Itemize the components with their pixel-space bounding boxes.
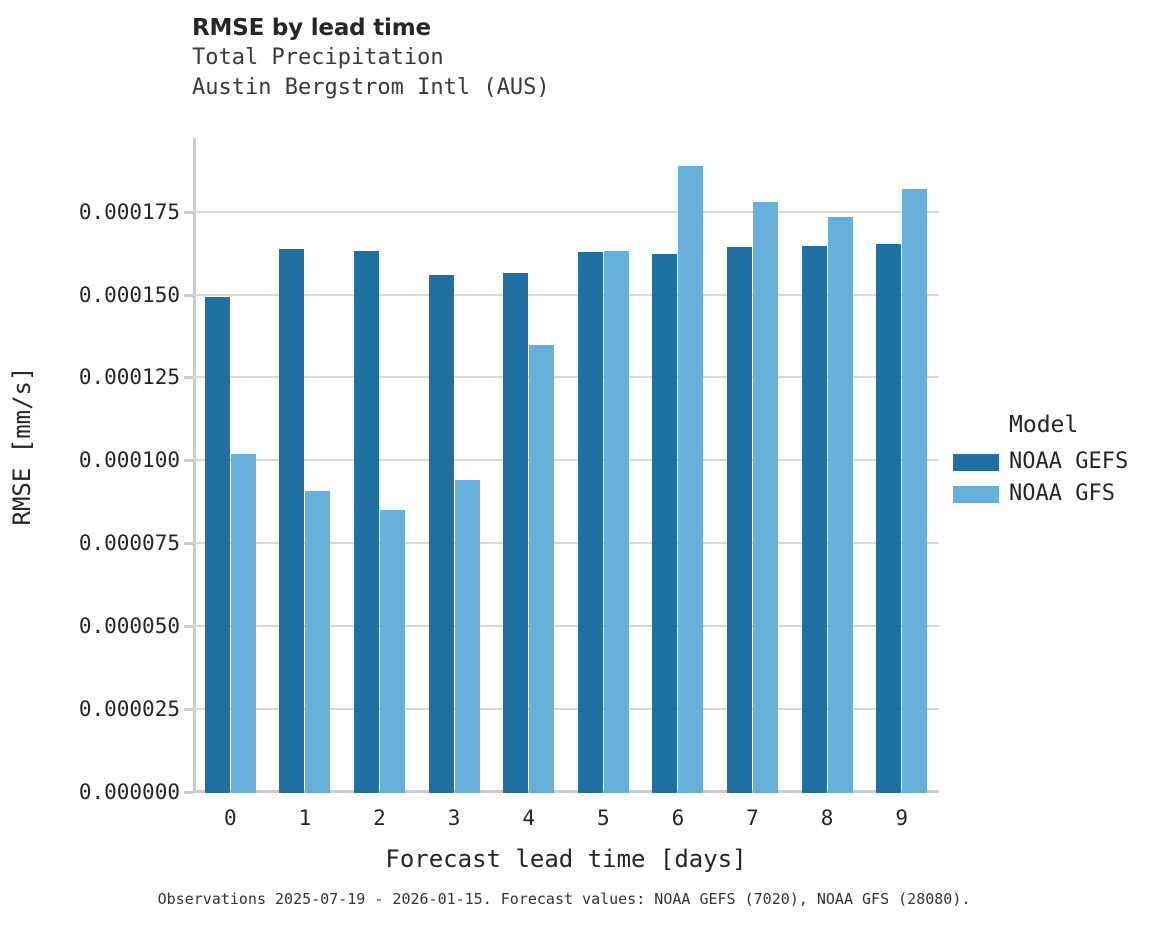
x-tick-label: 0: [223, 806, 237, 830]
y-tick-mark: [184, 293, 193, 297]
bar-gefs-lead-8[interactable]: [801, 246, 827, 793]
bar-gefs-lead-1[interactable]: [279, 249, 305, 793]
bar-gfs-lead-5[interactable]: [603, 251, 629, 793]
legend-label: NOAA GEFS: [1009, 449, 1129, 474]
y-tick-mark: [184, 791, 193, 794]
gridline: [193, 210, 939, 213]
y-tick-label: 0.000050: [78, 614, 180, 639]
y-tick-mark: [184, 210, 193, 214]
x-tick-label: 2: [373, 806, 386, 830]
y-tick-label: 0.000125: [78, 365, 180, 390]
x-tick-label: 1: [298, 806, 312, 830]
chart-subtitle-station: Austin Bergstrom Intl (AUS): [192, 75, 550, 100]
gridline: [193, 625, 939, 628]
legend-swatch-icon: [953, 485, 999, 503]
y-tick-mark: [184, 708, 193, 712]
bar-gefs-lead-3[interactable]: [428, 274, 454, 793]
legend-rows: NOAA GEFS NOAA GFS: [953, 446, 1168, 510]
y-tick-label: 0.000175: [78, 199, 180, 224]
legend: Model NOAA GEFS NOAA GFS: [953, 410, 1168, 510]
y-axis-tick-labels: 0.000000 0.000025 0.000050 0.000075 0.000100…: [20, 138, 180, 802]
x-tick-label: 4: [522, 806, 536, 830]
bar-gefs-lead-6[interactable]: [652, 254, 678, 793]
gridline: [193, 542, 939, 545]
plot-frame: [193, 138, 939, 793]
y-tick-mark: [184, 542, 193, 546]
y-tick-label: 0.000000: [78, 780, 180, 804]
legend-item-noaa-gfs[interactable]: NOAA GFS: [953, 478, 1168, 510]
y-tick-mark: [184, 625, 193, 629]
bar-gfs-lead-7[interactable]: [753, 202, 778, 793]
y-axis-title: RMSE [mm/s]: [8, 366, 36, 526]
chart-caption: Observations 2025-07-19 - 2026-01-15. Fo…: [157, 890, 971, 908]
chart-subtitle: Total Precipitation: [192, 45, 444, 70]
gridline: [193, 459, 939, 462]
legend-item-noaa-gefs[interactable]: NOAA GEFS: [953, 446, 1168, 478]
bar-gfs-lead-1[interactable]: [305, 490, 331, 793]
page-title: RMSE by lead time: [192, 15, 431, 41]
gridline: [193, 376, 939, 379]
bar-gfs-lead-3[interactable]: [454, 479, 480, 793]
bar-gefs-lead-0[interactable]: [204, 297, 230, 793]
title-block: RMSE by lead time Total Precipitation Au…: [192, 14, 952, 103]
bar-gfs-lead-8[interactable]: [827, 217, 853, 793]
gridline: [193, 293, 939, 296]
bar-gfs-lead-9[interactable]: [902, 188, 928, 793]
legend-swatch-icon: [953, 453, 999, 471]
y-tick-label: 0.000100: [78, 448, 180, 473]
bar-gfs-lead-0[interactable]: [230, 454, 256, 793]
bar-gefs-lead-9[interactable]: [876, 244, 902, 793]
bar-gefs-lead-7[interactable]: [727, 247, 752, 793]
bar-gfs-lead-4[interactable]: [529, 344, 555, 793]
x-tick-label: 3: [447, 806, 461, 830]
plot-area: [184, 138, 939, 794]
bars-layer: [193, 138, 939, 793]
legend-title: Model: [1009, 412, 1079, 438]
bar-gefs-lead-4[interactable]: [503, 273, 529, 793]
bar-gfs-lead-2[interactable]: [380, 510, 405, 793]
x-tick-label: 5: [596, 806, 610, 830]
y-tick-label: 0.000075: [78, 531, 180, 556]
y-tick-label: 0.000025: [78, 697, 180, 722]
x-tick-label: 7: [746, 806, 759, 830]
y-tick-mark: [184, 376, 193, 380]
x-tick-label: 8: [820, 806, 834, 830]
y-tick-mark: [184, 459, 193, 463]
x-tick-label: 6: [671, 806, 685, 830]
bar-gfs-lead-6[interactable]: [678, 165, 704, 793]
x-axis-title: Forecast lead time [days]: [385, 845, 747, 873]
x-axis-tick-labels: 0 1 2 3 4 5 6 7 8 9: [193, 806, 939, 836]
x-tick-label: 9: [895, 806, 909, 830]
legend-label: NOAA GFS: [1009, 481, 1115, 506]
gridline: [193, 708, 939, 711]
y-tick-label: 0.000150: [78, 282, 180, 307]
bar-gefs-lead-2[interactable]: [354, 251, 379, 793]
bar-gefs-lead-5[interactable]: [577, 252, 603, 793]
